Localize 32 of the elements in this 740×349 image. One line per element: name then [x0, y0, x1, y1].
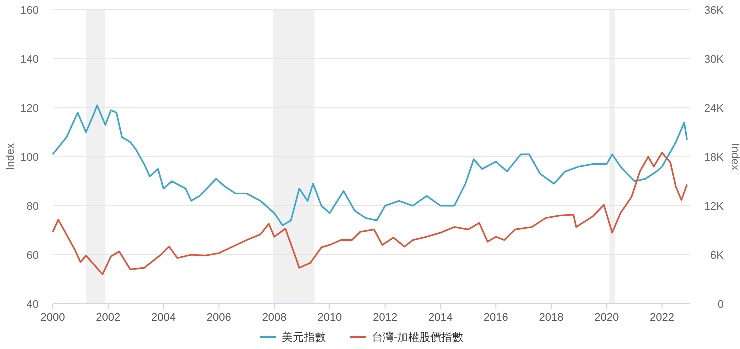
y-tick-label: 40 — [26, 299, 39, 311]
y-tick-label: 120 — [20, 103, 39, 115]
x-tick-label: 2010 — [318, 312, 342, 324]
y2-axis-title: Index — [729, 144, 740, 171]
x-tick-label: 2008 — [262, 312, 287, 324]
y-tick-label: 80 — [26, 201, 39, 213]
y2-tick-label: 30K — [704, 54, 725, 66]
y-tick-label: 160 — [20, 5, 39, 17]
y-tick-label: 140 — [20, 54, 39, 66]
x-tick-label: 2022 — [650, 312, 675, 324]
x-tick-label: 2014 — [428, 312, 453, 324]
y2-tick-label: 18K — [704, 152, 725, 164]
x-tick-label: 2016 — [484, 312, 508, 324]
x-tick-label: 2018 — [539, 312, 564, 324]
y2-tick-label: 12K — [704, 201, 725, 213]
line-series — [52, 152, 688, 276]
y2-tick-label: 24K — [704, 103, 725, 115]
y2-tick-label: 6K — [710, 250, 725, 262]
line-series — [52, 104, 688, 226]
x-tick-label: 2006 — [206, 312, 232, 324]
x-tick-label: 2012 — [373, 312, 398, 324]
x-tick-label: 2000 — [40, 312, 66, 324]
y-tick-label: 60 — [26, 250, 39, 262]
y-axis-title: Index — [5, 143, 17, 170]
legend-label: 美元指數 — [282, 331, 326, 344]
x-tick-label: 2004 — [152, 312, 176, 324]
x-tick-label: 2002 — [96, 312, 121, 324]
y2-tick-label: 0 — [718, 299, 724, 311]
legend-label: 台灣-加權股價指數 — [372, 331, 464, 344]
x-tick-label: 2020 — [594, 312, 620, 324]
y-tick-label: 100 — [20, 152, 39, 164]
y2-tick-label: 36K — [704, 5, 725, 17]
